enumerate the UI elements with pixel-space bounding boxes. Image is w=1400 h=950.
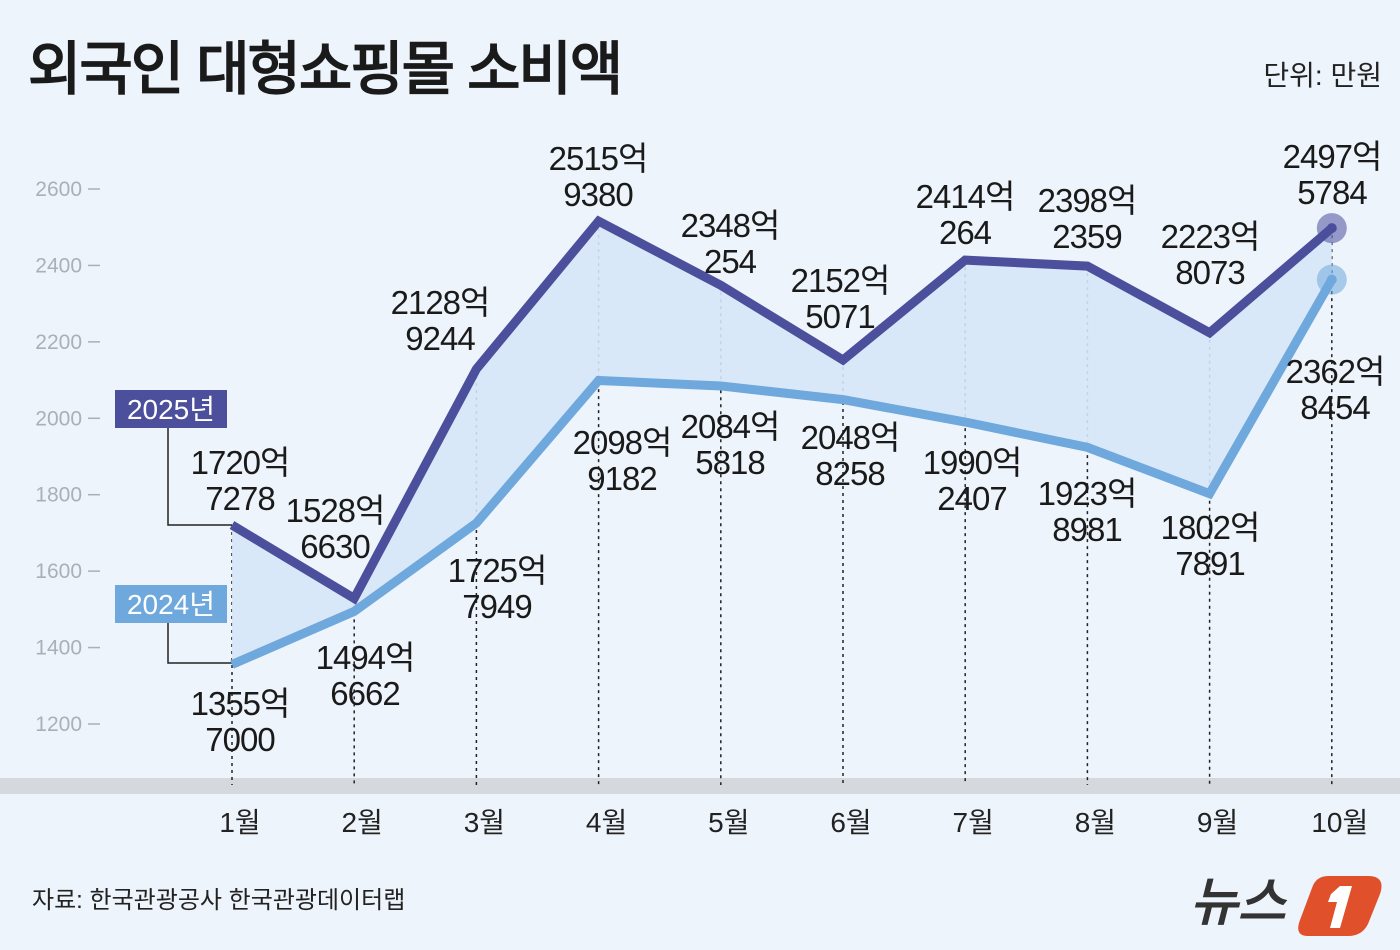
data-label-2024: 2362억 <box>1286 353 1385 390</box>
data-label-2025: 264 <box>939 214 992 251</box>
end-marker-2025 <box>1316 213 1347 244</box>
legend-label: 2024년 <box>127 589 215 620</box>
x-tick-label: 7월 <box>953 807 994 838</box>
data-label-2025: 2128억 <box>391 284 490 321</box>
data-label-2024: 8258 <box>815 455 884 492</box>
data-label-2025: 5784 <box>1297 174 1367 211</box>
data-label-2025: 2414억 <box>916 178 1015 215</box>
data-label-2025: 9244 <box>405 320 475 357</box>
legend-box <box>115 390 227 428</box>
data-label-2024: 1355억 <box>191 685 290 722</box>
data-label-2024: 1990억 <box>923 444 1022 481</box>
y-tick-label: 2400 <box>35 254 82 277</box>
data-label-2025: 8073 <box>1175 254 1244 291</box>
series-line-2024 <box>230 277 1336 669</box>
data-label-2025: 2152억 <box>791 262 890 299</box>
data-label-2024: 2048억 <box>801 419 900 456</box>
legend-label: 2025년 <box>127 394 215 425</box>
data-label-2025: 6630 <box>300 528 370 565</box>
y-tick-label: 2200 <box>35 331 82 354</box>
x-tick-label: 1월 <box>219 807 260 838</box>
source-note: 자료: 한국관광공사 한국관광데이터랩 <box>32 887 406 914</box>
data-label-2024: 8454 <box>1300 389 1370 426</box>
data-label-2024: 1494억 <box>316 639 415 676</box>
data-label-2025: 2497억 <box>1283 138 1382 175</box>
data-label-2024: 7891 <box>1175 545 1244 582</box>
fill-between-series <box>232 221 1332 665</box>
series-line-2025 <box>229 215 1335 605</box>
y-tick-label: 1800 <box>35 484 82 507</box>
data-label-2024: 6662 <box>330 675 399 712</box>
data-label-2024: 2098억 <box>573 424 672 461</box>
data-label-2025: 2223억 <box>1161 218 1260 255</box>
data-label-2024: 2407 <box>937 480 1006 517</box>
data-label-2024: 1923억 <box>1038 475 1137 512</box>
x-tick-label: 2월 <box>342 807 383 838</box>
y-tick-label: 1200 <box>35 713 82 736</box>
data-label-2025: 7278 <box>205 480 274 517</box>
x-tick-label: 10월 <box>1311 807 1368 838</box>
data-label-2024: 7949 <box>462 588 531 625</box>
data-label-2025: 254 <box>704 243 757 280</box>
x-tick-label: 5월 <box>708 807 749 838</box>
data-label-2025: 1528억 <box>286 492 385 529</box>
data-label-2025: 1720억 <box>191 444 290 481</box>
x-tick-label: 8월 <box>1075 807 1116 838</box>
data-label-2025: 5071 <box>805 298 874 335</box>
data-label-2024: 5818 <box>695 444 764 481</box>
x-tick-label: 6월 <box>830 807 871 838</box>
end-marker-2024 <box>1316 264 1347 295</box>
data-label-2024: 8981 <box>1052 511 1121 548</box>
y-tick-label: 1400 <box>35 637 82 660</box>
legend-leader-2025 <box>167 425 232 526</box>
y-tick-label: 1600 <box>35 560 82 583</box>
svg-text:뉴스: 뉴스 <box>1190 873 1288 933</box>
unit-label: 단위: 만원 <box>1263 60 1382 91</box>
y-tick-label: 2600 <box>35 178 82 201</box>
data-label-2024: 1802억 <box>1161 509 1260 546</box>
y-tick-label: 2000 <box>35 407 82 430</box>
data-label-2025: 2359 <box>1052 218 1121 255</box>
data-label-2024: 2084억 <box>681 408 780 445</box>
x-tick-label: 4월 <box>586 807 627 838</box>
data-label-2025: 9380 <box>563 176 633 213</box>
chart-title: 외국인 대형쇼핑몰 소비액 <box>28 37 623 102</box>
legend-box <box>115 585 227 623</box>
data-label-2025: 2515억 <box>549 140 648 177</box>
data-label-2024: 9182 <box>587 460 656 497</box>
data-label-2025: 2398억 <box>1038 182 1137 219</box>
legend-leader-2024 <box>167 620 232 664</box>
x-tick-label: 3월 <box>464 807 505 838</box>
x-tick-label: 9월 <box>1197 807 1238 838</box>
data-label-2024: 1725억 <box>448 552 547 589</box>
data-label-2024: 7000 <box>205 721 275 758</box>
news1-logo: 뉴스 <box>1190 858 1390 943</box>
x-axis-band <box>0 778 1400 794</box>
data-label-2025: 2348억 <box>681 207 780 244</box>
